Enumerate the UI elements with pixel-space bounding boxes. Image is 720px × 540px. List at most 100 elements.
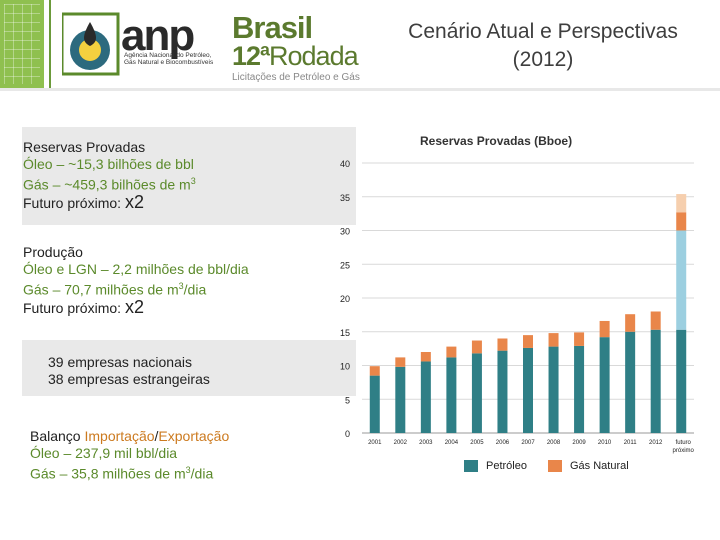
bar-petroleo: [446, 357, 457, 433]
reservas-futuro: Futuro próximo: x2: [23, 191, 196, 212]
rodada-number: 12ª: [232, 41, 270, 71]
bar-petroleo: [523, 347, 533, 433]
x-tick-label: 2009: [572, 440, 586, 446]
y-tick-label: 0: [345, 429, 350, 439]
rodada-subtitle: Licitações de Petróleo e Gás: [232, 72, 360, 83]
balanco-gas: Gás – 35,8 milhões de m3/dia: [30, 462, 229, 483]
anp-subtitle: Agência Nacional do Petróleo, Gás Natura…: [124, 52, 214, 66]
empresas-block: 39 empresas nacionais 38 empresas estran…: [48, 354, 210, 388]
reservas-heading: Reservas Provadas: [23, 139, 146, 155]
header-decoration: [0, 0, 44, 88]
producao-block: Produção Óleo e LGN – 2,2 milhões de bbl…: [23, 244, 249, 317]
producao-oleo: Óleo e LGN – 2,2 milhões de bbl/dia: [23, 261, 249, 277]
bar-gas: [676, 212, 687, 231]
reservas-futuro-value: x2: [124, 191, 144, 212]
bar-gas: [369, 366, 380, 376]
balanco-oleo: Óleo – 237,9 mil bbl/dia: [30, 445, 178, 461]
title-line-1: Cenário Atual e Perspectivas: [408, 20, 678, 43]
reservas-block: Reservas Provadas Óleo – ~15,3 bilhões d…: [23, 139, 196, 212]
empresas-estrangeiras: 38 empresas estrangeiras: [48, 371, 210, 387]
producao-gas-text: Gás – 70,7 milhões de m: [23, 281, 179, 298]
brasil-text: Brasil: [232, 10, 313, 45]
header-rule: [0, 88, 720, 91]
bar-petroleo: [676, 329, 687, 433]
bar-petroleo: [420, 361, 431, 433]
y-tick-label: 15: [340, 328, 350, 338]
bar-gas: [548, 333, 559, 347]
producao-gas-suffix: /dia: [183, 281, 207, 298]
bar-petroleo: [369, 375, 380, 433]
empresas-band: [22, 340, 356, 396]
balanco-slash: /: [154, 428, 159, 444]
header-divider: [49, 0, 51, 88]
x-tick-label: 2003: [419, 440, 433, 446]
balanco-exportacao: Exportação: [158, 428, 230, 444]
reservas-gas: Gás – ~459,3 bilhões de m3: [23, 173, 196, 194]
producao-futuro: Futuro próximo: x2: [23, 296, 249, 317]
anp-logo-icon: [62, 12, 120, 76]
producao-gas: Gás – 70,7 milhões de m3/dia: [23, 278, 249, 299]
y-tick-label: 25: [340, 260, 350, 270]
y-tick-label: 10: [340, 362, 350, 372]
bar-petroleo-future: [676, 230, 687, 330]
bar-gas: [574, 332, 585, 346]
bar-petroleo: [599, 337, 610, 433]
page-title: Cenário Atual e Perspectivas (2012): [378, 18, 708, 74]
chart-title: Reservas Provadas (Bboe): [420, 134, 573, 148]
bar-gas: [471, 340, 482, 354]
balanco-importacao: Importação: [84, 428, 155, 444]
anp-logo-text: anp: [121, 11, 195, 60]
balanco-prefix: Balanço: [30, 428, 85, 444]
x-tick-label: 2007: [521, 440, 535, 446]
y-tick-label: 30: [340, 227, 350, 237]
bar-petroleo: [574, 345, 585, 433]
rodada-word: Rodada: [269, 41, 359, 71]
balanco-gas-text: Gás – 35,8 milhões de m: [30, 465, 186, 482]
x-tick-label: 2004: [445, 440, 459, 446]
bar-gas: [625, 314, 636, 332]
bar-petroleo: [497, 350, 508, 433]
producao-futuro-value: x2: [124, 296, 144, 317]
x-tick-label: 2008: [547, 440, 561, 446]
balanco-heading: Balanço Importação/Exportação: [30, 428, 229, 445]
bar-gas: [446, 346, 457, 358]
bar-petroleo: [471, 353, 482, 433]
legend-item-gas: Gás Natural: [548, 460, 629, 472]
rodada-text: 12ªRodada: [232, 42, 360, 70]
x-tick-label: 2006: [496, 440, 510, 446]
legend-swatch-petroleo: [464, 460, 478, 472]
x-tick-label: 2011: [624, 440, 638, 446]
legend-item-petroleo: Petróleo: [464, 460, 527, 472]
bar-petroleo: [548, 346, 559, 433]
reservas-oleo: Óleo – ~15,3 bilhões de bbl: [23, 156, 194, 172]
bar-gas: [650, 311, 661, 330]
reservas-gas-sup: 3: [190, 176, 196, 186]
x-tick-label: 2002: [394, 440, 408, 446]
y-tick-label: 20: [340, 294, 350, 304]
x-tick-label: 2012: [649, 440, 663, 446]
x-tick-label: 2010: [598, 440, 612, 446]
balanco-gas-suffix: /dia: [190, 465, 214, 482]
producao-heading: Produção: [23, 244, 83, 260]
bar-petroleo: [625, 331, 636, 433]
x-tick-label: próximo: [673, 448, 695, 454]
bar-gas: [599, 320, 610, 338]
bar-gas: [420, 352, 431, 362]
bar-gas: [497, 338, 508, 351]
bar-petroleo: [650, 329, 661, 433]
balanco-gas-sup: 3: [185, 465, 191, 475]
title-line-2: (2012): [512, 48, 574, 71]
x-tick-label: 2005: [470, 440, 484, 446]
legend-label-petroleo: Petróleo: [486, 460, 527, 472]
reservas-gas-text: Gás – ~459,3 bilhões de m: [23, 176, 191, 193]
producao-futuro-label: Futuro próximo:: [23, 299, 122, 316]
bar-gas: [523, 335, 533, 348]
bar-gas: [395, 357, 406, 367]
reservas-band: [22, 127, 356, 225]
producao-gas-sup: 3: [178, 281, 184, 291]
empresas-nacionais: 39 empresas nacionais: [48, 354, 192, 370]
reservas-futuro-label: Futuro próximo:: [23, 194, 122, 211]
bar-petroleo: [395, 366, 406, 433]
legend-label-gas: Gás Natural: [570, 460, 629, 472]
legend-swatch-gas: [548, 460, 562, 472]
